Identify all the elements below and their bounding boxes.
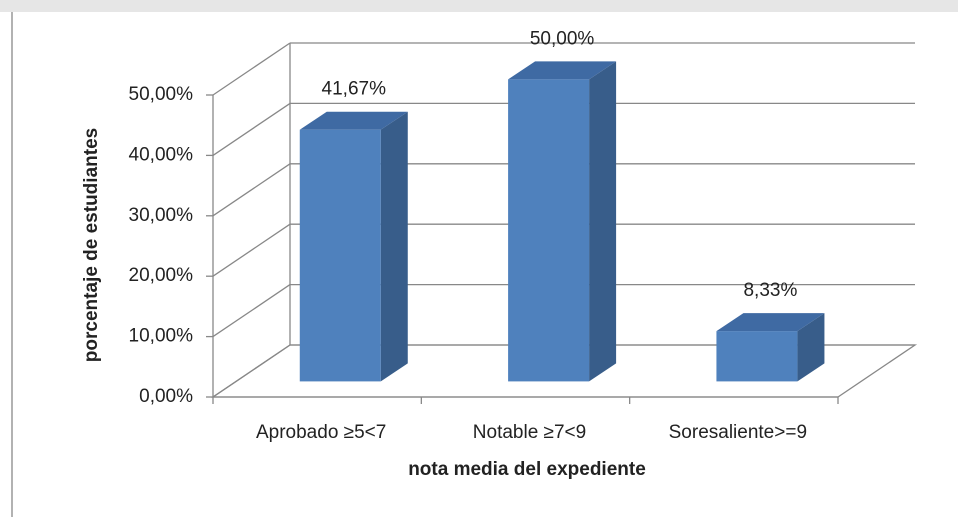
grid-line [212,223,291,277]
y-tick-label: 40,00% [129,144,194,165]
bar [299,129,381,382]
y-axis-title: porcentaje de estudiantes [81,128,102,362]
bar [508,79,590,382]
bar-side [380,111,408,382]
top-strip [0,0,958,12]
bar-side [589,61,617,382]
grid-line [212,344,291,398]
bar-top [299,111,408,130]
y-tick-label: 10,00% [129,326,194,347]
x-tick-label: Aprobado ≥5<7 [256,422,386,443]
value-label: 8,33% [743,280,797,301]
grid-line [212,284,291,338]
grid-line [212,42,291,96]
y-tick-label: 0,00% [139,386,193,407]
y-tick-label: 30,00% [129,205,194,226]
bar [716,331,798,382]
x-tick-label: Soresaliente>=9 [669,422,807,443]
y-tick-label: 20,00% [129,265,194,286]
bar-side [797,313,825,382]
grid-line [212,163,291,217]
x-tick-label: Notable ≥7<9 [473,422,586,443]
bar-top [716,313,825,332]
value-label: 50,00% [530,28,595,49]
y-tick-label: 50,00% [129,84,194,105]
value-label: 41,67% [322,79,387,100]
bar-top [508,61,617,80]
grid-line [212,102,291,156]
x-axis-title: nota media del expediente [408,459,646,480]
